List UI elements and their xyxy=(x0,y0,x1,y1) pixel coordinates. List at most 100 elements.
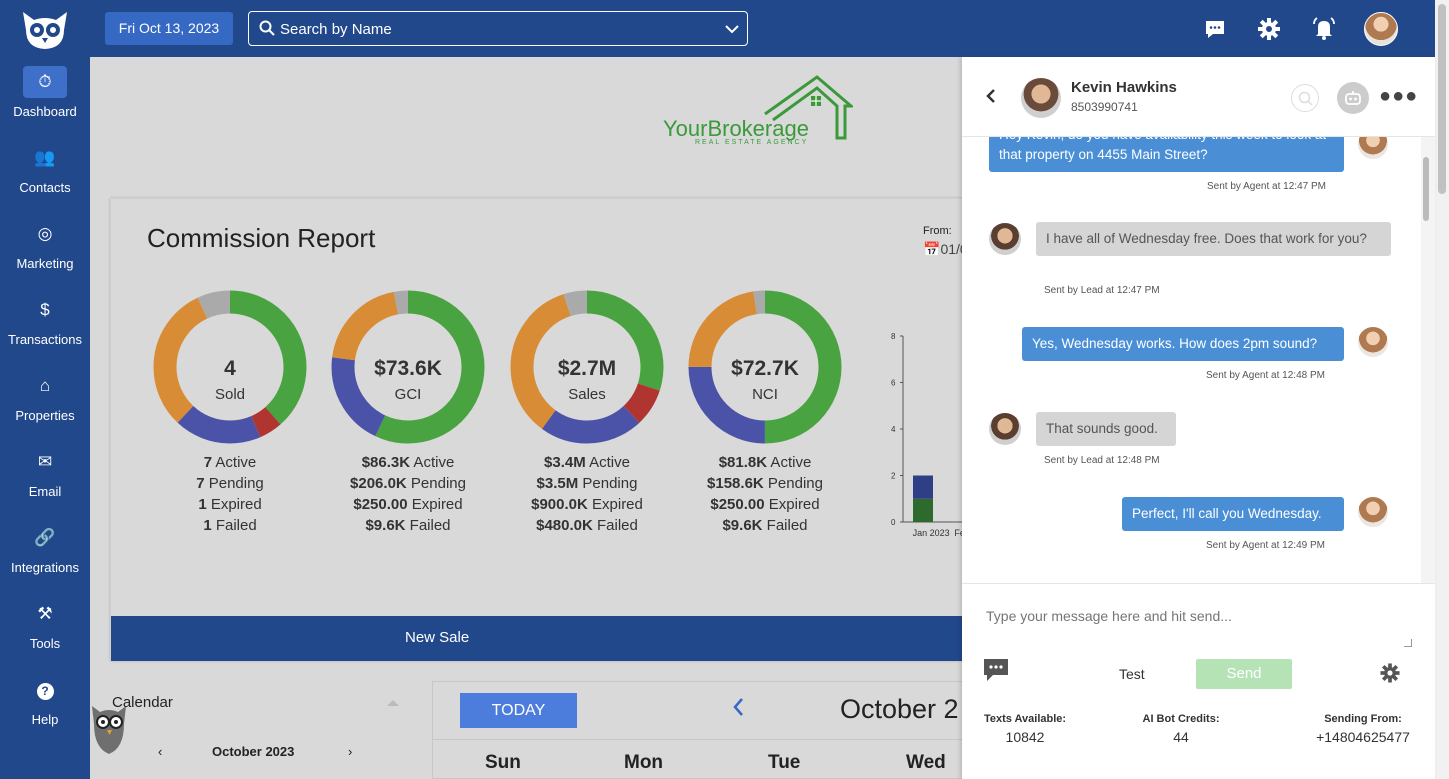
sidebar-item-label: Transactions xyxy=(8,332,82,347)
robot-icon xyxy=(1345,91,1361,105)
new-sale-button[interactable]: New Sale xyxy=(111,616,969,661)
ai-bot-button[interactable] xyxy=(1337,82,1369,114)
from-label: From: xyxy=(923,225,952,237)
y-tick-label: 0 xyxy=(891,518,896,527)
stat-value: 1 xyxy=(198,496,207,513)
agent-avatar xyxy=(1358,497,1388,527)
sidebar-item-label: Dashboard xyxy=(13,104,77,119)
chat-scrollbar-thumb[interactable] xyxy=(1423,157,1429,221)
donut-label: NCI xyxy=(752,386,778,403)
lead-avatar xyxy=(1021,78,1061,118)
chat-scrollbar[interactable] xyxy=(1421,137,1435,583)
sidebar-item-label: Help xyxy=(31,712,59,727)
stat-row: $9.6K Failed xyxy=(675,515,855,536)
user-avatar[interactable] xyxy=(1364,12,1398,46)
mini-calendar-month: October 2023 xyxy=(212,744,295,759)
donut-segment xyxy=(153,290,307,444)
sidebar-item-label: Email xyxy=(28,484,62,499)
gear-icon[interactable] xyxy=(1254,14,1284,44)
stat-value: 10842 xyxy=(1005,729,1045,745)
today-button[interactable]: TODAY xyxy=(460,693,577,728)
stat-label: Sending From: xyxy=(1324,713,1402,725)
stat-row: $158.6K Pending xyxy=(675,473,855,494)
chat-icon[interactable] xyxy=(1200,14,1230,44)
donut-stats: $86.3K Active $206.0K Pending $250.00 Expi… xyxy=(318,452,498,536)
stat-label: Failed xyxy=(405,517,451,534)
stat-row: $206.0K Pending xyxy=(318,473,498,494)
agent-avatar xyxy=(1358,137,1388,159)
sidebar-item-email[interactable]: ✉ Email xyxy=(0,446,90,516)
owl-mascot-icon xyxy=(92,706,126,754)
date-button[interactable]: Fri Oct 13, 2023 xyxy=(105,12,233,45)
chat-search-button[interactable] xyxy=(1291,84,1319,112)
stat-row: $9.6K Failed xyxy=(318,515,498,536)
prev-month-button[interactable]: ‹ xyxy=(158,744,163,759)
brokerage-tagline: REAL ESTATE AGENCY xyxy=(695,139,809,146)
collapse-arrow-icon[interactable] xyxy=(387,700,399,706)
sidebar-item-dashboard[interactable]: ⏱ Dashboard xyxy=(0,66,90,136)
resize-grip-icon[interactable] xyxy=(1404,639,1412,647)
donut-sales: $2.7M Sales xyxy=(509,289,665,445)
stat-label: Active xyxy=(212,454,257,471)
bar xyxy=(913,475,933,499)
sidebar-item-label: Properties xyxy=(15,408,75,423)
agent-message: Hey Kevin, do you have availability this… xyxy=(989,137,1344,172)
stat-row: $480.0K Failed xyxy=(497,515,677,536)
sidebar-item-integrations[interactable]: 🔗 Integrations xyxy=(0,522,90,592)
donut-stats: $3.4M Active $3.5M Pending $900.0K Expired… xyxy=(497,452,677,536)
stat-label: Failed xyxy=(211,517,257,534)
page-scrollbar-thumb[interactable] xyxy=(1438,4,1446,194)
owl-logo-icon[interactable] xyxy=(20,10,70,50)
sidebar-item-marketing[interactable]: ◎ Marketing xyxy=(0,218,90,288)
stat-value: 44 xyxy=(1173,729,1189,745)
stat-value: $9.6K xyxy=(722,517,763,534)
stat-row: 7 Pending xyxy=(140,473,320,494)
message-meta: Sent by Agent at 12:48 PM xyxy=(1206,370,1325,381)
stat-row: 7 Active xyxy=(140,452,320,473)
agent-message: Perfect, I'll call you Wednesday. xyxy=(1122,497,1344,531)
more-options-icon[interactable]: ●●● xyxy=(1379,85,1419,107)
donut-value: 4 xyxy=(224,357,236,380)
lead-phone: 8503990741 xyxy=(1071,100,1138,114)
test-label[interactable]: Test xyxy=(1119,666,1145,682)
calendar-divider xyxy=(433,739,973,740)
back-arrow-icon[interactable] xyxy=(984,85,998,107)
x-tick-label: Fe xyxy=(954,528,965,538)
stat-label: AI Bot Credits: xyxy=(1142,713,1220,725)
stat-label: Failed xyxy=(592,517,638,534)
donut-gci: $73.6K GCI xyxy=(330,289,486,445)
sidebar-item-help[interactable]: ? Help xyxy=(0,674,90,744)
message-templates-icon[interactable] xyxy=(982,656,1010,684)
home-icon: ⌂ xyxy=(39,376,51,395)
target-icon: ◎ xyxy=(37,224,53,243)
next-month-button[interactable]: › xyxy=(348,744,353,759)
send-button[interactable]: Send xyxy=(1196,659,1292,689)
day-header: Wed xyxy=(906,752,946,773)
sidebar-item-label: Tools xyxy=(29,636,61,651)
bell-icon[interactable] xyxy=(1309,14,1339,44)
donut-segment xyxy=(510,290,664,444)
message-meta: Sent by Agent at 12:47 PM xyxy=(1207,181,1326,192)
agent-avatar xyxy=(1358,327,1388,357)
topbar: Fri Oct 13, 2023 Search by Name xyxy=(90,0,1435,57)
brokerage-name: YourBrokerage xyxy=(663,116,809,141)
from-date[interactable]: 📅01/0 xyxy=(923,241,968,258)
page-scrollbar[interactable] xyxy=(1435,0,1449,779)
stat-label: Texts Available: xyxy=(983,713,1067,725)
chevron-down-icon xyxy=(725,25,739,34)
lead-message: That sounds good. xyxy=(1036,412,1176,446)
stat-label: Active xyxy=(767,454,812,471)
sidebar-item-transactions[interactable]: $ Transactions xyxy=(0,294,90,364)
search-by-name-select[interactable]: Search by Name xyxy=(248,11,748,46)
stat-value: +14804625477 xyxy=(1316,729,1410,745)
sidebar-item-tools[interactable]: ⚒ Tools xyxy=(0,598,90,668)
calendar-prev-icon[interactable] xyxy=(731,696,745,718)
sidebar-item-properties[interactable]: ⌂ Properties xyxy=(0,370,90,440)
sidebar-item-contacts[interactable]: 👥 Contacts xyxy=(0,142,90,212)
search-icon xyxy=(259,20,275,36)
message-input[interactable] xyxy=(974,596,1414,648)
monthly-bar-chart: 0 2 4 6 8 Jan 2023 Fe xyxy=(891,332,971,538)
gear-icon[interactable] xyxy=(1379,662,1401,684)
donut-segment xyxy=(510,290,664,444)
message-list: Hey Kevin, do you have availability this… xyxy=(962,137,1435,583)
